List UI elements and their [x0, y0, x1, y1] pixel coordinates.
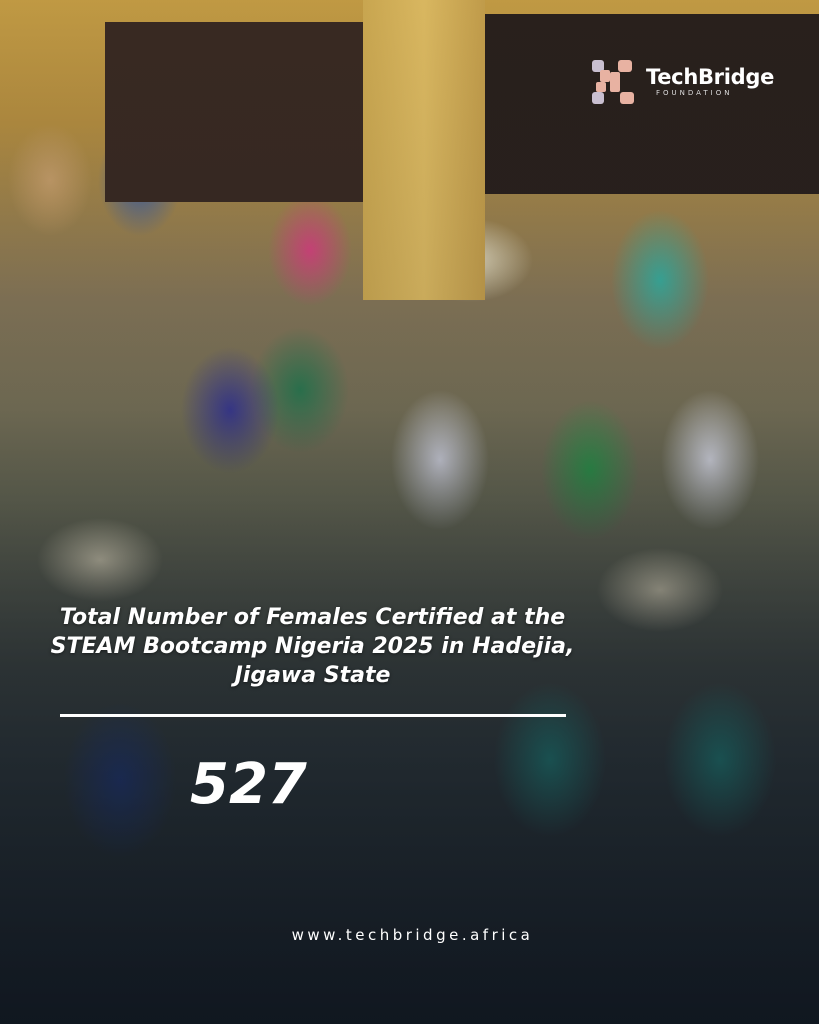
- website-url[interactable]: www.techbridge.africa: [291, 926, 534, 944]
- techbridge-logo: TechBridge FOUNDATION: [590, 58, 774, 106]
- divider: [60, 714, 566, 717]
- website-link[interactable]: www.techbridge.africa: [0, 926, 819, 944]
- brand-name: TechBridge: [646, 65, 775, 89]
- brand-subtitle: FOUNDATION: [656, 89, 733, 97]
- techbridge-logo-icon: [592, 60, 634, 104]
- headline: Total Number of Females Certified at the…: [50, 605, 575, 688]
- certified-count: 527: [190, 752, 307, 817]
